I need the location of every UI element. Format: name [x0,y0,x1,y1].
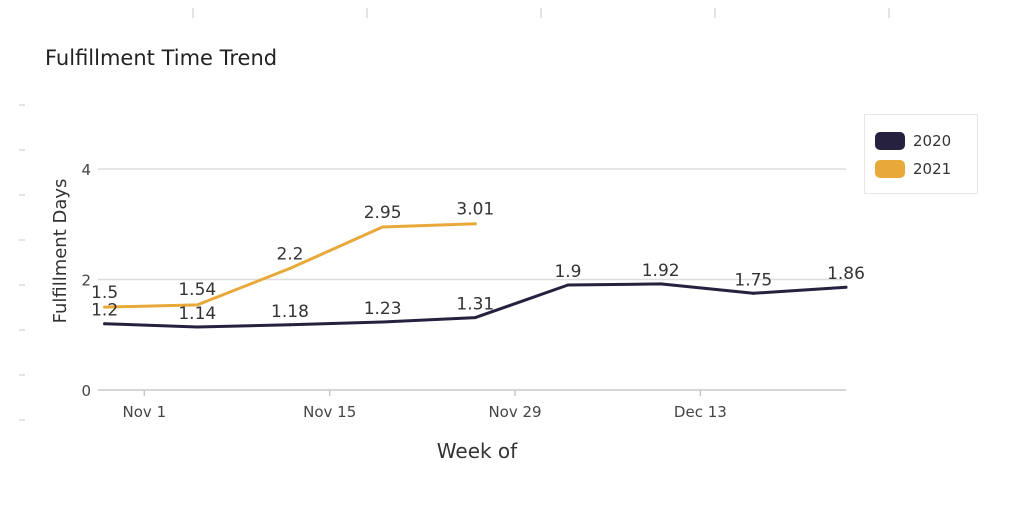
data-point-2020 [103,322,107,326]
data-point-2021 [288,266,292,270]
data-label-2021: 1.54 [178,280,216,300]
data-label-2020: 1.75 [734,270,772,290]
data-label-2020: 1.86 [827,264,865,284]
series-lines [103,222,848,329]
legend-swatch-2021 [875,160,905,178]
data-point-2020 [195,325,199,329]
data-point-2021 [381,225,385,229]
data-label-2020: 1.23 [364,299,402,319]
y-tick-label: 4 [81,161,91,179]
data-label-2020: 1.2 [91,301,118,321]
series-line-2021 [103,222,477,309]
data-point-2021 [195,303,199,307]
legend-label-2020: 2020 [913,132,952,150]
legend: 2020 2021 [864,114,978,194]
data-point-2020 [288,323,292,327]
y-axis-ticks: 0 2 4 [81,161,91,400]
data-label-2021: 2.95 [364,203,402,223]
chart-title: Fulfillment Time Trend [45,46,278,70]
legend-label-2021: 2021 [913,160,952,178]
data-labels: 1.2 1.14 1.18 1.23 1.31 1.9 1.92 1.75 1.86 1.5 1.5… [91,200,865,324]
data-point-2021 [103,305,107,309]
data-label-2021: 1.5 [91,283,118,303]
y-tick-label: 2 [81,272,91,290]
data-point-2020 [844,285,848,289]
data-label-2020: 1.31 [456,295,494,315]
legend-swatch-2020 [875,132,905,150]
data-point-2020 [659,282,663,286]
x-axis-ticks: Nov 1 Nov 15 Nov 29 Dec 13 [123,390,727,421]
legend-item-2021[interactable]: 2021 [875,155,977,183]
x-tick-label: Nov 29 [488,403,541,421]
data-label-2021: 2.2 [276,244,303,264]
top-axis-ticks [192,8,890,18]
x-axis-title: Week of [437,439,518,463]
x-tick-label: Nov 15 [303,403,356,421]
data-point-2020 [751,291,755,295]
data-point-2020 [566,283,570,287]
x-tick-label: Dec 13 [674,403,727,421]
data-label-2020: 1.18 [271,302,309,322]
x-tick-label: Nov 1 [123,403,167,421]
data-label-2020: 1.92 [642,261,680,281]
y-tick-label: 0 [81,382,91,400]
data-point-2020 [381,320,385,324]
data-label-2020: 1.14 [178,304,216,324]
data-point-2021 [473,222,477,226]
legend-item-2020[interactable]: 2020 [875,127,977,155]
y-axis-title: Fulfillment Days [50,179,71,324]
gridlines [98,168,846,391]
data-label-2021: 3.01 [456,200,494,220]
left-edge-ticks [19,104,25,421]
data-point-2020 [473,316,477,320]
data-label-2020: 1.9 [554,262,581,282]
